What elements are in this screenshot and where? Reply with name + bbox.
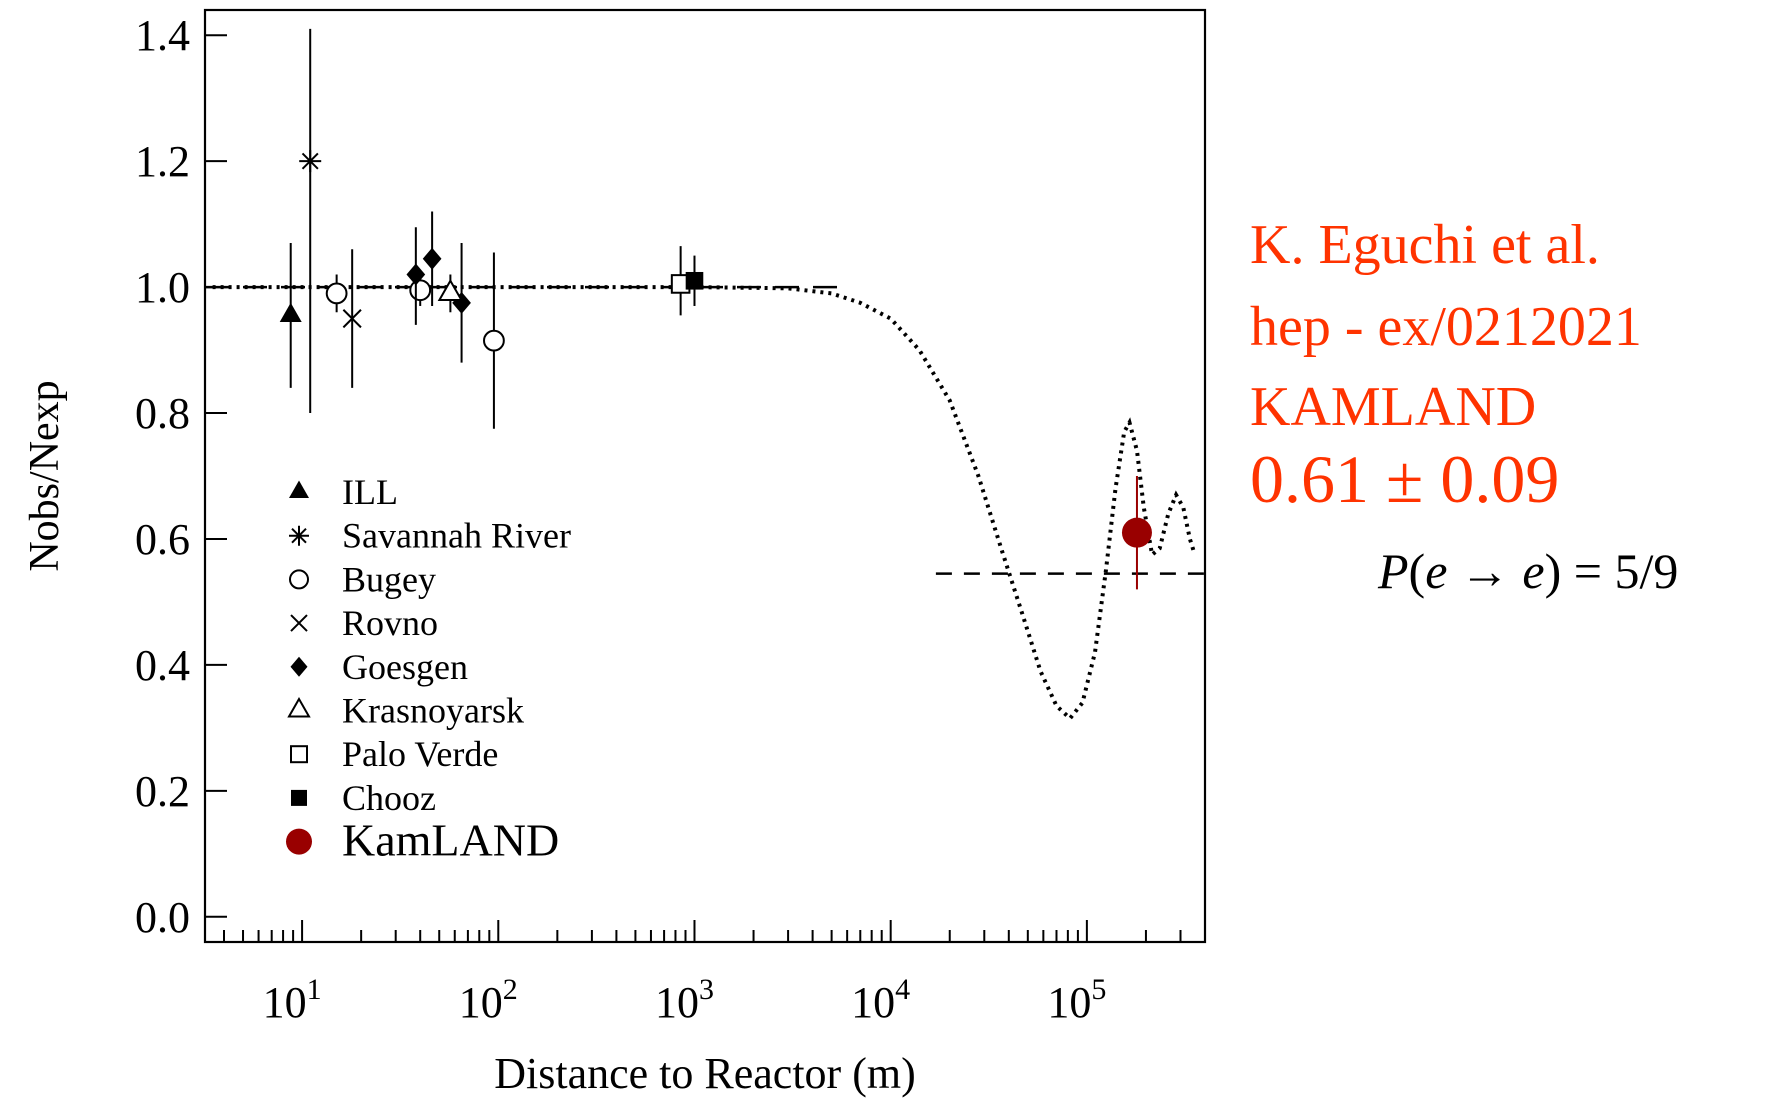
probability-open: (	[1409, 543, 1426, 599]
citation-author: K. Eguchi et al.	[1250, 214, 1600, 276]
y-tick-label-1: 0.2	[135, 767, 190, 816]
series-palo-verde	[670, 246, 691, 316]
data-point-7-0	[685, 271, 704, 290]
data-point-1-0	[299, 150, 322, 173]
x-tick-base: 10	[655, 978, 699, 1027]
series-ill	[279, 243, 302, 388]
y-tick-label-4: 0.8	[135, 389, 190, 438]
legend-label-4: Goesgen	[342, 647, 468, 687]
series-rovno	[342, 249, 362, 388]
x-tick-exponent: 2	[503, 973, 518, 1006]
legend-marker-8	[286, 828, 312, 855]
x-tick-exponent: 3	[699, 973, 714, 1006]
y-tick-label-3: 0.6	[135, 515, 190, 564]
data-point-3-0	[342, 309, 362, 329]
legend-marker-7	[291, 789, 307, 806]
data-point-0-0	[279, 302, 302, 323]
data-point-2-1	[409, 279, 432, 302]
citation-arxiv: hep - ex/0212021	[1250, 296, 1642, 358]
y-axis: 0.0 0.2 0.4 0.6 0.8 1.0 1.2 1.4	[135, 11, 227, 942]
probability-e-final: e	[1522, 543, 1544, 599]
legend-label-3: Rovno	[342, 603, 438, 643]
x-axis: 101 102 103 104 105	[223, 920, 1206, 1027]
probability-e-initial: e	[1425, 543, 1447, 599]
series-chooz	[685, 255, 704, 306]
legend-label-6: Palo Verde	[342, 734, 498, 774]
probability-close: )	[1545, 543, 1562, 599]
x-tick-base: 10	[459, 978, 503, 1027]
y-tick-label-5: 1.0	[135, 263, 190, 312]
data-point-4-0	[406, 263, 426, 286]
x-tick-label-0: 101	[263, 973, 322, 1027]
legend-label-8: KamLAND	[342, 815, 559, 866]
data-point-5-0	[437, 278, 464, 301]
data-point-2-0	[325, 282, 348, 305]
legend-marker-0	[289, 480, 309, 498]
x-tick-label-3: 104	[851, 973, 910, 1027]
x-tick-label-1: 102	[459, 973, 518, 1027]
y-tick-label-0: 0.0	[135, 893, 190, 942]
x-tick-exponent: 1	[307, 973, 322, 1006]
series-kamland	[1121, 476, 1152, 590]
data-point-4-1	[422, 247, 442, 270]
legend-marker-3	[290, 614, 308, 632]
y-tick-label-2: 0.4	[135, 641, 190, 690]
kamland-result: 0.61 ± 0.09	[1250, 441, 1559, 517]
x-tick-exponent: 4	[895, 973, 910, 1006]
series-savannah-river	[299, 28, 322, 414]
oscillation-curve	[212, 285, 1197, 722]
data-point-8-0	[1121, 517, 1152, 548]
legend-label-2: Bugey	[342, 559, 436, 599]
legend-label-7: Chooz	[342, 778, 436, 818]
x-tick-base: 10	[851, 978, 895, 1027]
legend-marker-6	[290, 745, 308, 764]
probability-arrow: →	[1447, 543, 1522, 599]
y-axis-label: Nobs/Nexp	[22, 380, 68, 571]
legend-marker-4	[290, 656, 308, 677]
citation-annotation: K. Eguchi et al. hep - ex/0212021 KAMLAN…	[1250, 214, 1642, 517]
x-tick-exponent: 5	[1091, 973, 1106, 1006]
probability-p: P	[1377, 543, 1409, 599]
x-axis-label: Distance to Reactor (m)	[494, 1049, 916, 1098]
legend-marker-2	[289, 569, 309, 590]
probability-value: = 5/9	[1561, 543, 1678, 599]
x-tick-base: 10	[1047, 978, 1091, 1027]
legend-label-5: Krasnoyarsk	[342, 691, 524, 731]
legend-label-1: Savannah River	[342, 516, 571, 556]
plot-frame	[203, 8, 1207, 944]
x-tick-label-2: 103	[655, 973, 714, 1027]
y-tick-label-7: 1.4	[135, 11, 190, 60]
citation-experiment: KAMLAND	[1250, 376, 1536, 438]
data-points	[279, 28, 1152, 590]
x-tick-label-4: 105	[1047, 973, 1106, 1027]
legend-marker-1	[289, 525, 309, 546]
series-krasnoyarsk	[437, 274, 464, 313]
legend-label-0: ILL	[342, 472, 398, 512]
y-tick-label-6: 1.2	[135, 137, 190, 186]
probability-label: P(e → e) = 5/9	[1377, 543, 1678, 599]
series-goesgen	[406, 211, 471, 363]
x-tick-base: 10	[263, 978, 307, 1027]
legend-marker-5	[287, 696, 311, 718]
reference-lines	[205, 285, 1205, 575]
data-point-2-2	[483, 329, 505, 352]
